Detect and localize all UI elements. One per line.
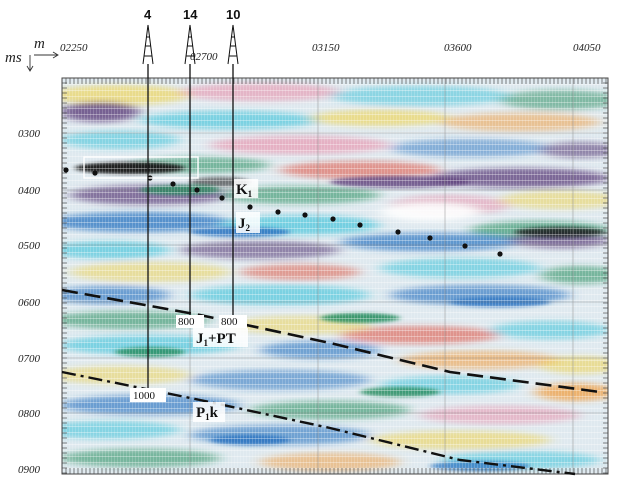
well-label: 4 [144, 7, 152, 22]
x-tick-label-02700: 02700 [190, 51, 218, 63]
axis-arrow-icon [26, 51, 59, 72]
plot-frame [61, 77, 609, 475]
fault-line-dashed [61, 288, 601, 394]
x-axis-unit: m [34, 36, 45, 52]
horizon-dot [395, 229, 401, 235]
grid-lines [62, 78, 608, 474]
well-depth-label: 1000 [133, 390, 156, 402]
svg-text:J2: J2 [238, 216, 251, 233]
label-sub: 2 [246, 223, 251, 233]
label-main: K [236, 182, 248, 198]
horizon-dot [92, 170, 98, 176]
seismic-data-area [62, 78, 608, 474]
label-k1: K1 [234, 179, 258, 199]
well-label: 14 [183, 7, 198, 22]
svg-text:K1: K1 [236, 182, 253, 199]
y-tick-label-0400: 0400 [18, 185, 41, 197]
highlight-box [83, 156, 199, 179]
y-tick-label-0900: 0900 [18, 464, 41, 476]
svg-text:J1+PT: J1+PT [196, 331, 236, 348]
y-tick-label-0700: 0700 [18, 353, 41, 365]
horizon-dot [194, 187, 200, 193]
x-tick-label-04050: 04050 [573, 42, 601, 54]
horizon-dot [63, 167, 69, 173]
derrick-icon [142, 24, 154, 65]
horizon-dot [247, 204, 253, 210]
horizon-dot [170, 181, 176, 187]
y-tick-label-0300: 0300 [18, 128, 41, 140]
label-p1k: P1k [193, 402, 225, 422]
horizon-dot [427, 235, 433, 241]
well-10: 10 800 [219, 7, 247, 328]
well-depth-label: 800 [178, 316, 195, 328]
label-j2: J2 [236, 212, 260, 233]
y-tick-label-0800: 0800 [18, 408, 41, 420]
derrick-icon [184, 24, 196, 65]
well-14: 14 800 [176, 7, 204, 328]
label-rest: k [210, 405, 219, 421]
label-rest: +PT [208, 331, 236, 347]
derrick-icon [227, 24, 239, 65]
horizon-dots [63, 167, 503, 257]
y-tick-label-0600: 0600 [18, 297, 41, 309]
well-4: 4 1000 [130, 7, 166, 402]
horizon-dot [497, 251, 503, 257]
horizon-dot [462, 243, 468, 249]
horizon-dot [357, 222, 363, 228]
label-main: P [196, 405, 205, 421]
x-tick-label-02250: 02250 [60, 42, 88, 54]
horizon-dot [219, 195, 225, 201]
label-main: J [196, 331, 204, 347]
well-label: 10 [226, 7, 240, 22]
label-sub: 1 [248, 189, 253, 199]
y-tick-label-0500: 0500 [18, 240, 41, 252]
well-depth-label: 800 [221, 316, 238, 328]
horizon-dot [330, 216, 336, 222]
svg-text:P1k: P1k [196, 405, 219, 422]
label-j1-pt: J1+PT [193, 328, 248, 348]
y-axis-unit: ms [5, 50, 22, 66]
label-sub: 1 [205, 412, 210, 422]
x-tick-label-03150: 03150 [312, 42, 340, 54]
label-sub: 1 [204, 338, 209, 348]
horizon-dot [275, 209, 281, 215]
x-tick-label-03600: 03600 [444, 42, 472, 54]
horizon-dot [302, 212, 308, 218]
label-main: J [238, 216, 246, 232]
